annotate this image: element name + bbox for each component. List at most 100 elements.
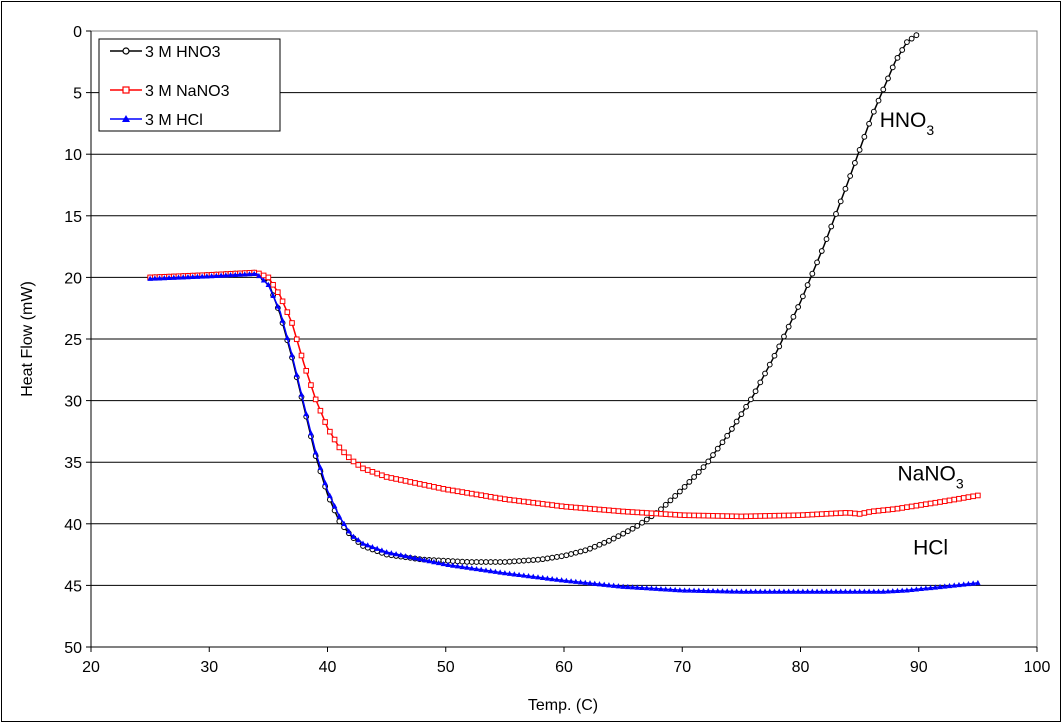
data-point [899, 47, 906, 53]
y-tick-label: 45 [64, 578, 82, 595]
data-point [729, 588, 735, 594]
data-point [610, 507, 617, 514]
data-point [468, 559, 475, 565]
y-tick-label: 20 [64, 270, 82, 287]
data-point [554, 576, 560, 582]
data-point [563, 577, 570, 583]
y-tick-label: 25 [64, 332, 82, 349]
data-point [601, 581, 608, 587]
y-tick-label: 40 [64, 517, 82, 534]
legend-marker-square-icon [122, 86, 130, 94]
data-point [818, 248, 825, 254]
data-point [634, 584, 641, 590]
data-point [875, 97, 882, 104]
data-point [634, 509, 641, 516]
legend-label-hno3: 3 M HNO3 [145, 44, 221, 61]
data-point [407, 554, 414, 560]
data-point [785, 512, 792, 519]
data-point [643, 585, 650, 591]
y-tick-label: 35 [64, 455, 82, 472]
legend-item-hcl: 3 M HCl [110, 112, 203, 129]
data-point [823, 511, 830, 517]
data-point [554, 502, 560, 509]
data-point [975, 579, 981, 586]
data-point [152, 275, 158, 281]
data-point [535, 574, 541, 580]
data-point [667, 511, 674, 518]
data-point [520, 498, 527, 505]
data-point [596, 541, 603, 548]
data-point [733, 418, 740, 425]
data-point [275, 289, 281, 295]
data-point [653, 585, 660, 591]
data-point [899, 587, 905, 593]
data-point [956, 581, 962, 588]
data-point [904, 39, 910, 45]
data-point [549, 502, 555, 508]
data-point [502, 496, 508, 502]
data-point [303, 410, 310, 417]
data-point [710, 587, 716, 594]
data-point [662, 586, 669, 592]
data-point [232, 271, 239, 278]
data-point [577, 505, 584, 511]
data-point [639, 509, 645, 516]
data-point [459, 489, 466, 495]
data-point [667, 497, 674, 504]
data-point [402, 478, 409, 484]
data-point [374, 545, 380, 551]
data-point [762, 370, 768, 377]
data-point [871, 508, 877, 515]
data-point [393, 476, 399, 482]
data-point [426, 558, 432, 564]
data-point [866, 588, 872, 594]
data-point [696, 587, 702, 593]
legend-marker-triangle-icon [122, 115, 130, 122]
data-point [667, 586, 674, 592]
data-point [539, 501, 546, 507]
data-point [719, 588, 726, 594]
data-point [407, 479, 414, 485]
gridlines [91, 92, 1037, 586]
data-point [856, 511, 863, 517]
data-point [941, 583, 948, 589]
data-point [303, 367, 310, 374]
data-point [837, 588, 844, 594]
data-point [733, 513, 740, 520]
data-point [289, 352, 295, 358]
data-point [204, 273, 210, 279]
data-point [757, 588, 764, 594]
data-point [435, 559, 442, 566]
data-point [516, 558, 522, 564]
data-point [459, 558, 466, 565]
data-point [341, 449, 347, 456]
data-point [464, 490, 470, 496]
data-point [738, 411, 745, 418]
data-point [686, 512, 693, 519]
data-point [691, 512, 697, 519]
data-point [686, 479, 693, 485]
annotation-label: HCl [913, 537, 948, 560]
data-point [487, 493, 494, 500]
data-point [738, 588, 745, 594]
data-point [705, 512, 712, 519]
data-point [327, 492, 333, 498]
data-point [946, 497, 953, 504]
data-point [894, 54, 901, 61]
data-point [360, 540, 366, 546]
data-point [700, 587, 707, 593]
data-point [837, 510, 844, 516]
data-point [795, 304, 802, 310]
data-point [312, 449, 319, 455]
series-2 [147, 270, 981, 594]
x-tick-label: 20 [82, 659, 100, 676]
data-point [189, 273, 196, 280]
data-point [629, 584, 636, 590]
data-point [714, 513, 721, 519]
x-tick-label: 80 [792, 659, 810, 676]
data-point [847, 173, 854, 179]
data-point [175, 274, 182, 280]
data-point [823, 588, 830, 594]
data-point [421, 482, 428, 488]
